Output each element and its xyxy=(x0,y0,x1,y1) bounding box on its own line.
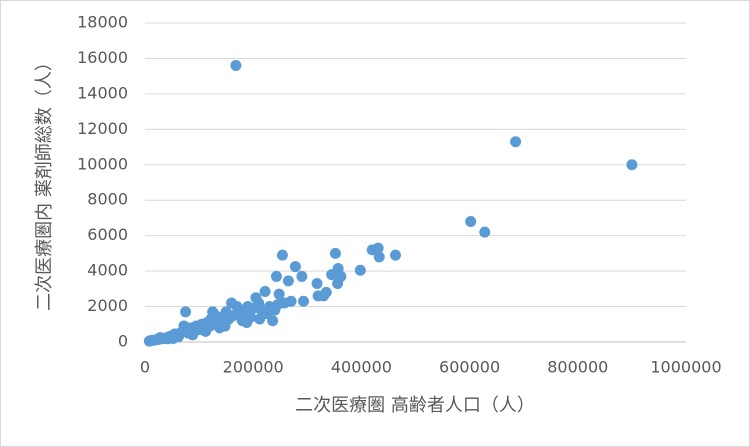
point xyxy=(354,264,366,276)
x-tick-label: 400000 xyxy=(331,358,392,377)
point xyxy=(298,295,310,307)
point xyxy=(200,325,212,337)
point xyxy=(143,335,155,347)
x-tick-label: 1000000 xyxy=(650,358,721,377)
point xyxy=(626,159,638,171)
x-tick-label: 600000 xyxy=(439,358,500,377)
x-tick-label: 0 xyxy=(140,358,150,377)
point xyxy=(276,249,288,261)
point xyxy=(285,295,297,307)
point xyxy=(226,297,238,309)
point xyxy=(273,288,285,300)
point xyxy=(320,286,332,298)
y-tick-label: 2000 xyxy=(87,296,128,315)
point xyxy=(366,244,378,256)
y-axis-title: 二次医療圏内 薬剤師総数（人） xyxy=(34,53,55,311)
point xyxy=(272,299,284,311)
x-axis-title: 二次医療圏 高齢者人口（人） xyxy=(295,395,535,416)
y-tick-label: 18000 xyxy=(77,13,128,32)
point xyxy=(230,60,242,72)
point xyxy=(479,226,491,238)
point xyxy=(167,332,179,344)
point xyxy=(214,322,226,334)
point xyxy=(254,313,266,325)
point xyxy=(180,306,192,318)
y-tick-label: 8000 xyxy=(87,190,128,209)
point xyxy=(510,136,522,148)
point xyxy=(154,332,166,344)
x-tick-label: 800000 xyxy=(547,358,608,377)
point xyxy=(311,278,323,290)
point xyxy=(329,247,341,259)
point xyxy=(241,317,253,329)
y-tick-label: 10000 xyxy=(77,154,128,173)
point xyxy=(373,251,385,263)
point xyxy=(259,285,271,297)
x-tick-label: 200000 xyxy=(223,358,284,377)
point xyxy=(205,313,217,325)
point xyxy=(326,269,338,281)
point xyxy=(289,261,301,273)
point xyxy=(332,278,344,290)
point xyxy=(389,249,401,261)
y-tick-label: 12000 xyxy=(77,119,128,138)
point xyxy=(183,324,195,336)
y-tick-label: 6000 xyxy=(87,225,128,244)
y-tick-label: 4000 xyxy=(87,261,128,280)
point xyxy=(235,304,247,316)
point xyxy=(465,215,477,227)
point xyxy=(296,270,308,282)
point xyxy=(270,270,282,282)
point xyxy=(267,315,279,327)
y-tick-label: 16000 xyxy=(77,48,128,67)
y-tick-label: 14000 xyxy=(77,83,128,102)
y-tick-label: 0 xyxy=(118,332,128,351)
point xyxy=(282,275,294,287)
